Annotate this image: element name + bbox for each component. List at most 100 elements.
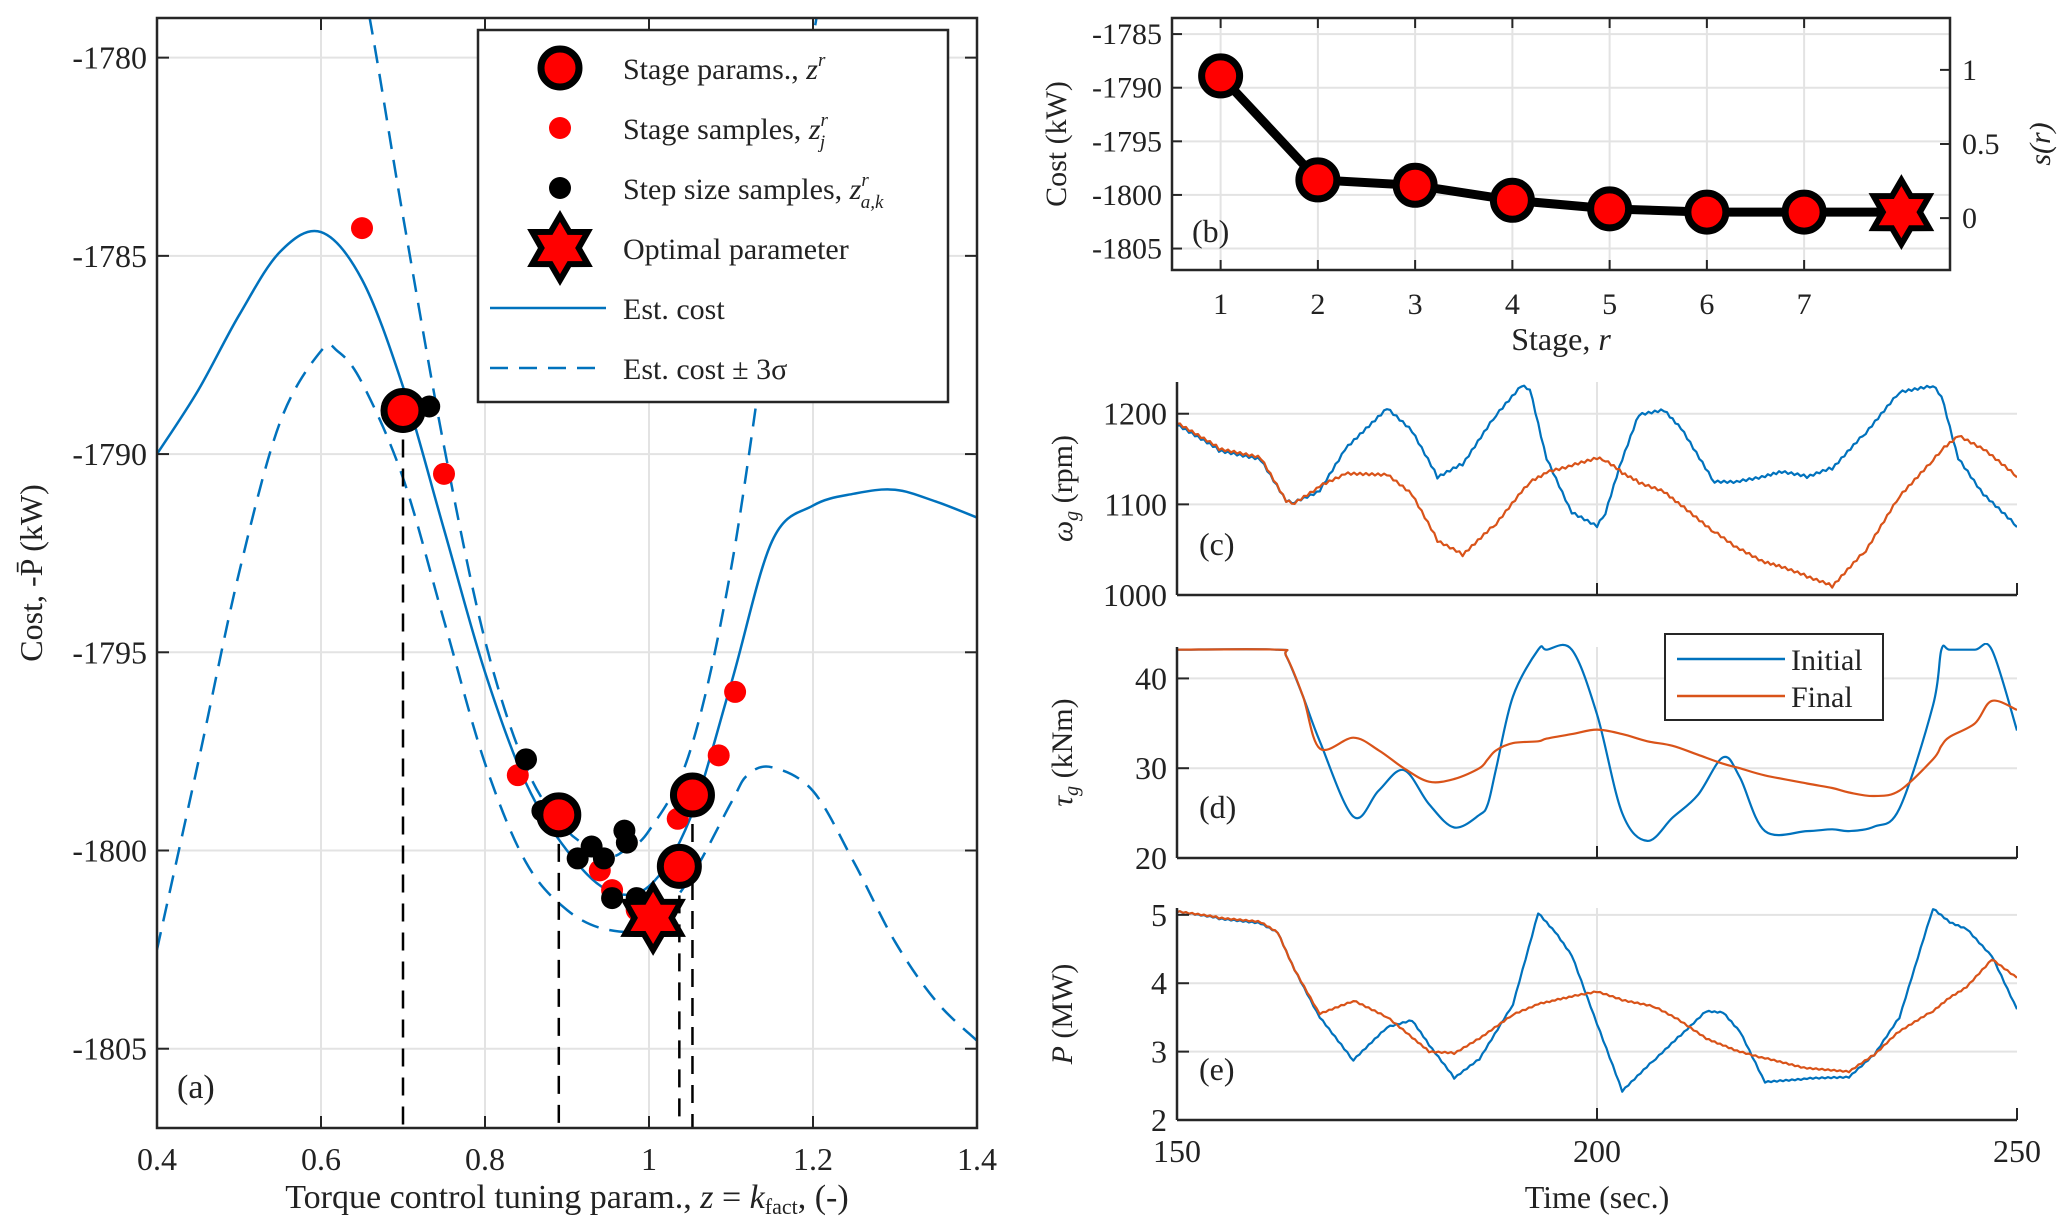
y2-tick-label: 0.5 bbox=[1962, 128, 2000, 161]
legend-label: Step size samples, zr a,k bbox=[623, 170, 884, 213]
y-tick-label: -1805 bbox=[1092, 233, 1162, 266]
stage-param-point bbox=[669, 772, 715, 818]
panel-e-y-axis-label: P (MW) bbox=[1046, 964, 1079, 1066]
y-tick-label: 1200 bbox=[1103, 396, 1167, 432]
panel-b-cost-vs-stage: 1 2 3 4 5 6 7 -1785 -1790 -1795 -1800 -1805 0 0.5 1 (b… bbox=[1040, 16, 2057, 357]
x-tick-label: 250 bbox=[1993, 1133, 2041, 1169]
x-tick-label: 1.2 bbox=[793, 1141, 833, 1177]
panel-e-series bbox=[1177, 908, 2017, 1093]
step-size-sample-point bbox=[592, 847, 615, 870]
x-tick-label: 0.6 bbox=[301, 1141, 341, 1177]
legend-label: Est. cost ± 3σ bbox=[623, 353, 787, 386]
panel-a-axes: 0.4 0.6 0.8 1 1.2 1.4 -1780 -1785 -1790 -1795 -180… bbox=[72, 16, 997, 1177]
legend-label: Stage params., zr bbox=[623, 50, 826, 86]
legend-entry: Est. cost ± 3σ bbox=[490, 353, 787, 386]
panel-e-axes: 150 200 250 2 3 4 5 bbox=[1151, 897, 2041, 1169]
legend-entry: Stage params., zr bbox=[537, 45, 826, 91]
step-size-sample-point bbox=[601, 887, 624, 910]
panel-c-series bbox=[1177, 384, 2017, 589]
x-tick-label: 150 bbox=[1153, 1133, 1201, 1169]
panel-c-generator-speed: 1000 1100 1200 (c) ωg (rpm) bbox=[1046, 382, 2018, 613]
legend-stage-params-marker bbox=[537, 45, 583, 91]
series-final-line bbox=[1177, 910, 2017, 1074]
x-tick-label: 5 bbox=[1602, 288, 1617, 321]
panel-a-cost-vs-param: 0.4 0.6 0.8 1 1.2 1.4 -1780 -1785 -1790 -1795 -180… bbox=[13, 16, 997, 1219]
y-tick-label: -1800 bbox=[1092, 179, 1162, 212]
panel-e-label: (e) bbox=[1199, 1051, 1235, 1087]
x-tick-label: 7 bbox=[1797, 288, 1812, 321]
legend-box bbox=[476, 28, 950, 404]
legend-step-samples-marker bbox=[549, 177, 571, 199]
panel-a-y-axis-label: Cost, -P̄ (kW) bbox=[13, 484, 49, 661]
final-optimal-star bbox=[1868, 174, 1935, 251]
stage-cost-point bbox=[1587, 186, 1633, 232]
stage-cost-point bbox=[1295, 157, 1341, 203]
y-tick-label: -1800 bbox=[72, 833, 147, 869]
stage-sample-point bbox=[724, 680, 747, 703]
panel-a-label: (a) bbox=[177, 1069, 215, 1106]
stage-cost-point bbox=[1684, 189, 1730, 235]
est-cost-upper-3sigma-line bbox=[368, 18, 818, 858]
panel-e-power: 150 200 250 2 3 4 5 (e) P (MW) Time (sec.) bbox=[1046, 897, 2041, 1215]
stage-param-point bbox=[656, 843, 702, 889]
y-tick-label: -1785 bbox=[72, 238, 147, 274]
y2-tick-label: 1 bbox=[1962, 54, 1977, 87]
y-tick-label: 1100 bbox=[1104, 486, 1167, 522]
y-tick-label: 30 bbox=[1135, 750, 1167, 786]
legend-entry: Stage samples, zr j bbox=[549, 110, 829, 153]
stage-cost-point bbox=[1198, 53, 1244, 99]
y2-tick-label: 0 bbox=[1962, 202, 1977, 235]
x-tick-label: 2 bbox=[1310, 288, 1325, 321]
x-tick-label: 0.4 bbox=[137, 1141, 177, 1177]
step-size-sample-point bbox=[615, 831, 638, 854]
y-tick-label: 4 bbox=[1151, 965, 1167, 1001]
legend-entry: Step size samples, zr a,k bbox=[549, 170, 884, 213]
panel-b-y2-axis-label: s(r) bbox=[2024, 122, 2057, 165]
y-tick-label: -1780 bbox=[72, 40, 147, 76]
stage-cost-point bbox=[1489, 177, 1535, 223]
x-tick-label: 200 bbox=[1573, 1133, 1621, 1169]
panel-d-generator-torque: 20 30 40 (d) τg (kNm) Initial Final bbox=[1046, 633, 2018, 876]
legend-label: Optimal parameter bbox=[623, 233, 849, 266]
panel-b-series bbox=[1198, 53, 1935, 251]
legend-label: Est. cost bbox=[623, 293, 725, 326]
series-final-line bbox=[1177, 648, 2017, 798]
y-tick-label: 3 bbox=[1151, 1034, 1167, 1070]
legend-entry: Optimal parameter bbox=[527, 210, 849, 286]
y-tick-label: 40 bbox=[1135, 660, 1167, 696]
x-tick-label: 1 bbox=[641, 1141, 657, 1177]
panel-a-x-axis-label: Torque control tuning param., z = kfact,… bbox=[285, 1179, 848, 1219]
y-tick-label: -1795 bbox=[1092, 125, 1162, 158]
panel-d-axes: 20 30 40 bbox=[1135, 647, 2018, 876]
panel-b-axes: 1 2 3 4 5 6 7 -1785 -1790 -1795 -1800 -1805 0 0.5 1 bbox=[1092, 16, 2000, 321]
legend-box bbox=[1664, 633, 1884, 721]
stage-sample-point bbox=[351, 217, 373, 240]
stage-cost-point bbox=[1781, 189, 1827, 235]
legend-final-label: Final bbox=[1791, 681, 1853, 714]
y-tick-label: -1790 bbox=[1092, 72, 1162, 105]
x-tick-label: 4 bbox=[1505, 288, 1520, 321]
x-tick-label: 3 bbox=[1408, 288, 1423, 321]
y-tick-label: -1805 bbox=[72, 1031, 147, 1067]
panel-c-axes: 1000 1100 1200 bbox=[1103, 382, 2018, 613]
y-tick-label: 20 bbox=[1135, 840, 1167, 876]
legend-optimal-marker bbox=[527, 210, 593, 286]
panel-c-label: (c) bbox=[1199, 526, 1235, 562]
panel-a-points bbox=[351, 217, 747, 956]
stage-sample-point bbox=[433, 462, 455, 485]
y-tick-label: 1000 bbox=[1103, 577, 1167, 613]
legend-stage-samples-marker bbox=[549, 117, 571, 139]
panel-d-y-axis-label: τg (kNm) bbox=[1046, 698, 1083, 806]
stage-param-point bbox=[536, 792, 582, 838]
y-tick-label: 5 bbox=[1151, 897, 1167, 933]
panel-e-x-axis-label: Time (sec.) bbox=[1525, 1179, 1670, 1215]
x-tick-label: 1 bbox=[1213, 288, 1228, 321]
panel-d-series bbox=[1177, 643, 2017, 842]
est-cost-lower-3sigma-line bbox=[157, 343, 977, 1042]
panel-b-label: (b) bbox=[1192, 213, 1229, 249]
panel-a-legend: Stage params., zr Stage samples, zr j Step … bbox=[476, 28, 950, 404]
panel-e-grid bbox=[1177, 908, 2017, 1121]
legend-entry: Est. cost bbox=[490, 293, 725, 326]
legend-label: Stage samples, zr j bbox=[623, 110, 829, 153]
